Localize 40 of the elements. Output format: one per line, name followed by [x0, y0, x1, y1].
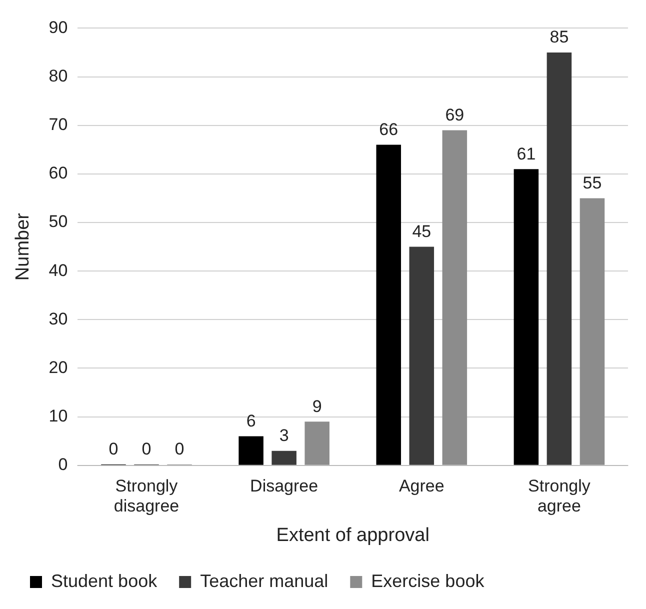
y-tick-label: 0: [58, 455, 68, 474]
y-tick-label: 80: [48, 66, 68, 86]
x-tick-label: Strongly agree: [528, 476, 591, 516]
legend-label: Student book: [51, 570, 158, 591]
x-tick-label: Agree: [398, 476, 444, 496]
bar: [514, 169, 539, 465]
data-label: 85: [550, 28, 569, 47]
bar: [442, 130, 468, 465]
y-tick-label: 50: [48, 212, 68, 232]
y-tick-label: 20: [48, 358, 68, 377]
data-label: 66: [379, 120, 398, 139]
data-label: 9: [312, 396, 322, 416]
data-label: 6: [246, 411, 256, 430]
bar: [580, 198, 605, 465]
y-tick-label: 30: [48, 309, 68, 328]
x-axis-title: Extent of approval: [276, 524, 430, 546]
bar: [238, 436, 264, 465]
data-label: 45: [412, 222, 432, 241]
bar: [304, 422, 330, 465]
data-label: 0: [142, 440, 152, 459]
y-tick-label: 90: [48, 18, 68, 37]
x-tick-label: Strongly disagree: [114, 476, 180, 516]
y-tick-label: 40: [48, 260, 68, 280]
data-label: 3: [279, 426, 289, 446]
bar: [272, 450, 296, 465]
data-label: 0: [174, 440, 184, 459]
x-tick-label: Disagree: [250, 476, 318, 496]
legend-label: Teacher manual: [200, 570, 328, 591]
y-axis-title: Number: [12, 212, 34, 281]
data-label: 55: [582, 173, 602, 192]
data-label: 0: [108, 440, 118, 459]
bar: [546, 52, 572, 465]
data-label: 61: [516, 144, 536, 164]
y-tick-label: 70: [48, 115, 68, 134]
data-label: 69: [445, 105, 464, 124]
bar: [376, 144, 402, 465]
bar: [409, 246, 434, 465]
y-tick-label: 10: [48, 406, 68, 426]
legend-label: Exercise book: [371, 570, 486, 591]
y-tick-label: 60: [48, 164, 68, 183]
